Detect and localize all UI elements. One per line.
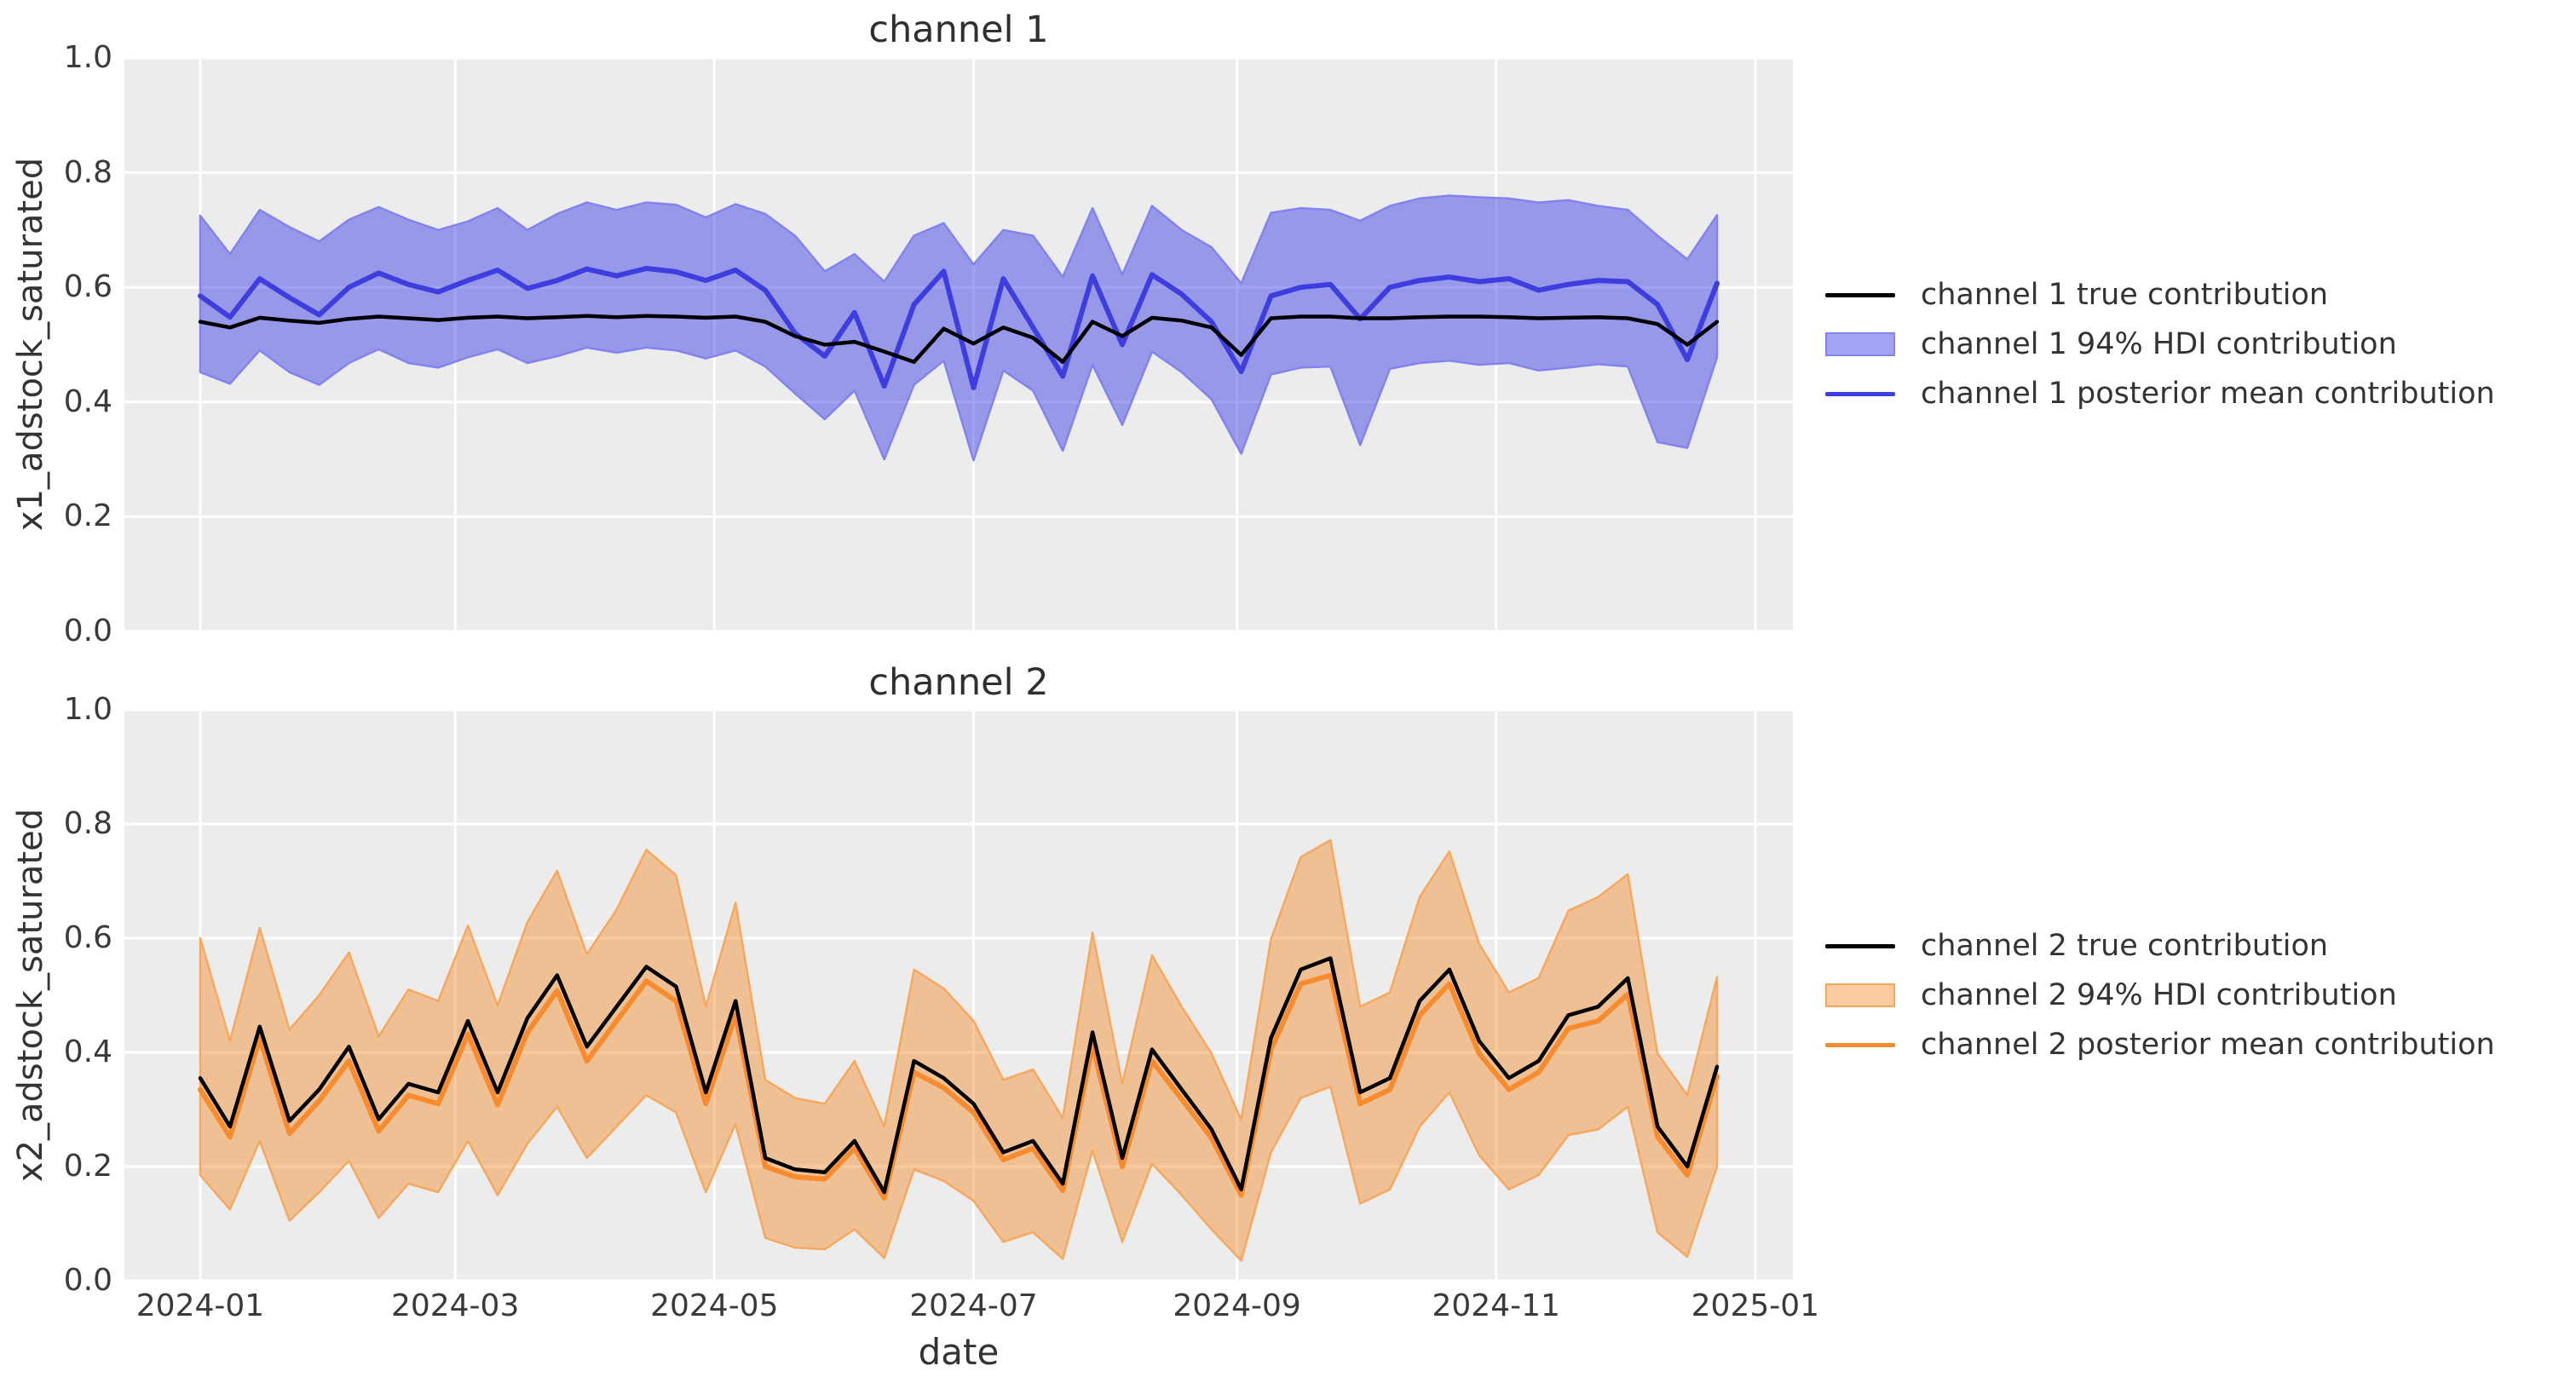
posterior-mean-line-swatch — [1825, 1042, 1895, 1047]
x-tick-label: 2024-01 — [135, 1288, 265, 1323]
chart-1-svg — [124, 58, 1793, 631]
chart2-y-axis-label: x2_adstock_saturated — [11, 808, 50, 1183]
posterior-mean-line-swatch — [1825, 391, 1895, 396]
chart2-plot-area — [124, 710, 1793, 1281]
x-tick-label: 2024-09 — [1173, 1288, 1301, 1323]
hdi-band-swatch — [1825, 332, 1895, 356]
y-tick-label: 0.6 — [63, 920, 112, 955]
legend-item: channel 2 true contribution — [1825, 921, 2495, 971]
legend-label: channel 1 posterior mean contribution — [1921, 377, 2495, 411]
legend-label: channel 2 94% HDI contribution — [1921, 978, 2397, 1012]
legend-item: channel 1 true contribution — [1825, 270, 2495, 320]
y-tick-label: 1.0 — [63, 40, 112, 75]
x-tick-label: 2024-11 — [1432, 1288, 1560, 1323]
y-tick-label: 0.4 — [63, 1034, 112, 1069]
legend-label: channel 2 posterior mean contribution — [1921, 1028, 2495, 1062]
y-tick-label: 1.0 — [63, 692, 112, 727]
x-tick-label: 2024-05 — [650, 1288, 779, 1323]
legend-label: channel 1 94% HDI contribution — [1921, 327, 2397, 361]
chart1-y-axis-label: x1_adstock_saturated — [11, 157, 50, 532]
hdi-band — [199, 838, 1719, 1262]
y-tick-label: 0.0 — [63, 1263, 112, 1298]
legend-label: channel 1 true contribution — [1921, 278, 2329, 312]
legend-label: channel 2 true contribution — [1921, 929, 2329, 963]
true-line-swatch — [1825, 943, 1895, 948]
chart1-title: channel 1 — [868, 9, 1049, 51]
chart2-legend: channel 2 true contribution channel 2 94… — [1825, 921, 2495, 1069]
x-tick-label: 2024-07 — [909, 1288, 1038, 1323]
hdi-band-swatch — [1825, 983, 1895, 1007]
legend-item: channel 1 posterior mean contribution — [1825, 369, 2495, 418]
chart1-plot-area — [124, 58, 1793, 631]
y-tick-label: 0.4 — [63, 383, 112, 419]
y-tick-label: 0.2 — [63, 1149, 112, 1184]
legend-item: channel 1 94% HDI contribution — [1825, 320, 2495, 369]
y-tick-label: 0.2 — [63, 498, 112, 534]
chart1-legend: channel 1 true contribution channel 1 94… — [1825, 270, 2495, 418]
posterior-mean-line — [198, 266, 1720, 390]
x-tick-label: 2024-03 — [390, 1288, 520, 1323]
legend-item: channel 2 posterior mean contribution — [1825, 1020, 2495, 1069]
chart-2-svg — [124, 710, 1793, 1281]
y-tick-label: 0.0 — [63, 614, 112, 648]
y-tick-label: 0.8 — [63, 154, 112, 190]
y-tick-label: 0.6 — [63, 269, 112, 305]
chart2-title: channel 2 — [868, 661, 1049, 704]
true-line-swatch — [1825, 292, 1895, 297]
x-axis-label: date — [918, 1331, 1000, 1373]
legend-item: channel 2 94% HDI contribution — [1825, 971, 2495, 1020]
true-line — [198, 314, 1720, 364]
x-tick-label: 2025-01 — [1691, 1288, 1820, 1323]
true-line — [198, 956, 1720, 1195]
y-tick-label: 0.8 — [63, 806, 112, 841]
posterior-mean-line — [198, 972, 1720, 1201]
